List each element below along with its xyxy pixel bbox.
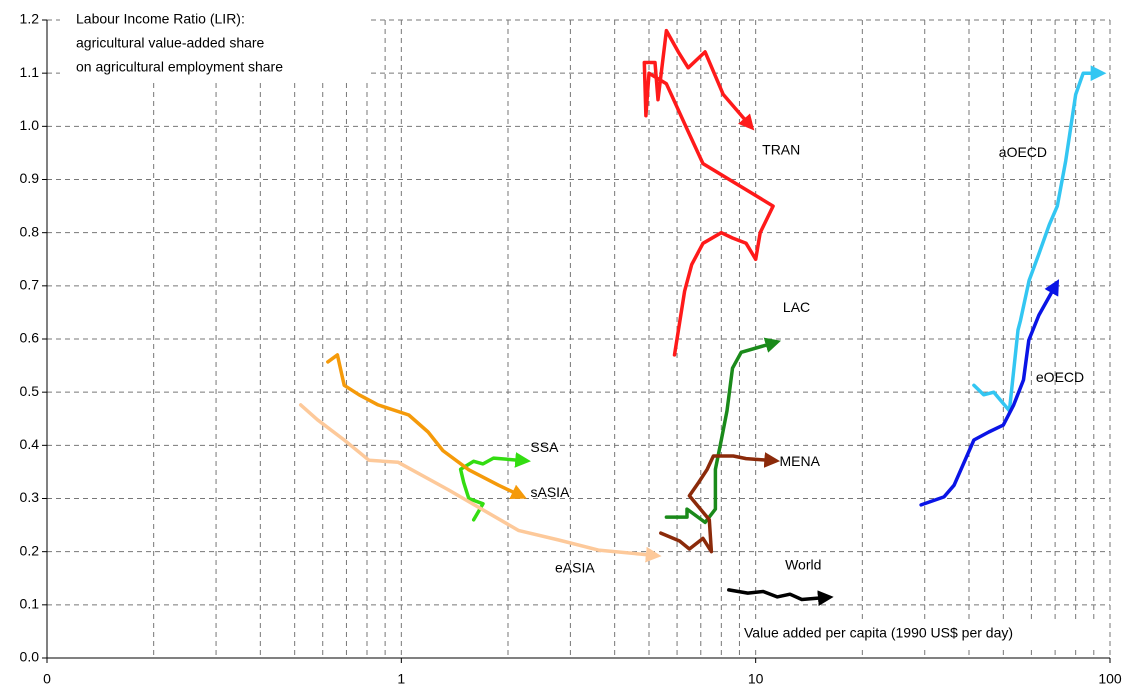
series-line <box>642 28 775 357</box>
x-tick-label: 100 <box>1098 671 1122 687</box>
annotation-line: on agricultural employment share <box>76 59 283 75</box>
series-line <box>659 452 781 554</box>
series-line <box>298 403 662 563</box>
series-line <box>919 279 1060 507</box>
series-label: sASIA <box>531 484 571 500</box>
series-label: MENA <box>780 453 821 469</box>
y-tick-label: 0.9 <box>20 170 40 186</box>
x-tick-label: 0 <box>43 671 51 687</box>
y-tick-label: 0.3 <box>20 489 40 505</box>
series-label: SSA <box>530 439 559 455</box>
annotation-box <box>60 4 368 82</box>
x-tick-label: 1 <box>397 671 405 687</box>
series-line <box>664 337 782 525</box>
series-label: LAC <box>783 299 810 315</box>
y-tick-label: 0.7 <box>20 277 40 293</box>
y-tick-label: 0.5 <box>20 383 40 399</box>
series-label: eOECD <box>1036 369 1084 385</box>
y-tick-label: 0.4 <box>20 436 40 452</box>
y-tick-label: 1.2 <box>20 11 40 27</box>
y-tick-label: 0.0 <box>20 649 40 665</box>
x-tick-label: 10 <box>748 671 764 687</box>
series-line <box>326 353 527 499</box>
series-label: TRAN <box>762 142 800 158</box>
series-label: aOECD <box>999 144 1047 160</box>
series-line <box>458 452 531 522</box>
y-tick-label: 1.0 <box>20 117 40 133</box>
y-tick-label: 0.2 <box>20 542 40 558</box>
series-line <box>727 588 834 607</box>
y-tick-label: 0.1 <box>20 596 40 612</box>
y-tick-label: 1.1 <box>20 64 40 80</box>
annotation-line: Labour Income Ratio (LIR): <box>76 11 245 27</box>
series-line <box>972 65 1107 413</box>
y-tick-label: 0.6 <box>20 330 40 346</box>
x-label-box <box>740 622 1108 646</box>
x-axis-label: Value added per capita (1990 US$ per day… <box>744 625 1013 641</box>
annotation-line: agricultural value-added share <box>76 35 265 51</box>
series-label: eASIA <box>555 560 595 576</box>
y-tick-label: 0.8 <box>20 223 40 239</box>
series-label: World <box>785 557 821 573</box>
